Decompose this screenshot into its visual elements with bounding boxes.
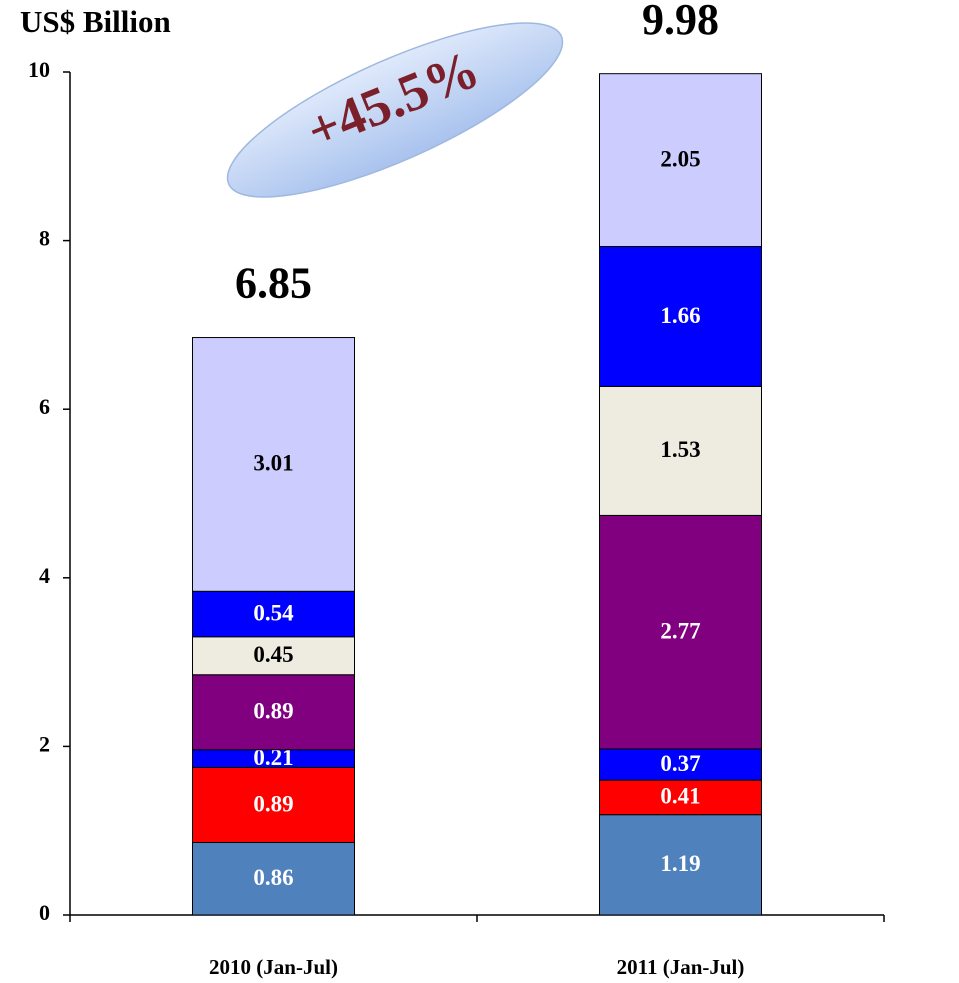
x-tick-label: 2010 (Jan-Jul): [209, 955, 338, 979]
bar-segment: [599, 748, 762, 781]
chart-title: US$ Billion: [20, 4, 171, 39]
segment-label: 0.37: [660, 751, 700, 776]
bar-segment: [599, 779, 762, 816]
segment-label: 2.77: [660, 618, 700, 643]
bar-segment: [192, 337, 355, 592]
y-tick-label: 0: [39, 900, 50, 925]
segment-label: 3.01: [253, 451, 293, 476]
y-tick-label: 4: [39, 563, 50, 588]
y-tick-label: 10: [28, 57, 50, 82]
y-tick-label: 2: [39, 731, 50, 756]
bar-segment: [599, 514, 762, 750]
x-tick-label: 2011 (Jan-Jul): [617, 955, 745, 979]
segment-label: 0.54: [253, 600, 294, 625]
total-label: 6.85: [235, 259, 312, 308]
annotation-bubble: [226, 22, 564, 198]
segment-label: 0.89: [253, 791, 293, 816]
bar-segment: [599, 385, 762, 516]
total-label: 9.98: [642, 0, 719, 44]
bar-segment: [599, 246, 762, 387]
segment-label: 2.05: [660, 146, 700, 171]
segment-label: 1.19: [660, 851, 700, 876]
bar-segment: [599, 814, 762, 916]
y-tick-label: 6: [39, 394, 50, 419]
bar-segment: [192, 674, 355, 751]
annotation-ellipse: [226, 22, 564, 198]
segment-label: 1.66: [660, 303, 700, 328]
segment-label: 0.45: [253, 642, 293, 667]
segment-label: 0.89: [253, 699, 293, 724]
y-tick-label: 8: [39, 226, 50, 251]
segment-label: 0.41: [660, 784, 700, 809]
bar-segment: [192, 636, 355, 676]
bar-segment: [192, 590, 355, 638]
bar-segment: [192, 842, 355, 916]
segment-label: 0.86: [253, 865, 293, 890]
bar-segment: [599, 73, 762, 248]
segment-label: 1.53: [660, 437, 700, 462]
